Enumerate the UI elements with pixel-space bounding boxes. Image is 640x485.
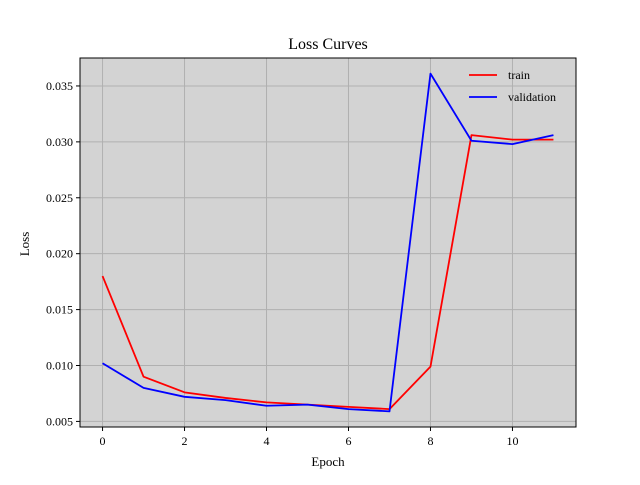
y-tick-label: 0.005 [46, 414, 73, 428]
series-line-train [101, 134, 554, 411]
x-tick-label: 8 [427, 434, 433, 448]
grid [80, 58, 576, 427]
plot-area [80, 58, 576, 427]
series-lines [101, 72, 554, 413]
x-tick-label: 10 [506, 434, 518, 448]
x-tick-label: 6 [345, 434, 351, 448]
y-tick-label: 0.010 [46, 359, 73, 373]
y-axis-label: Loss [17, 232, 32, 257]
y-tick-label: 0.030 [46, 135, 73, 149]
y-tick-label: 0.020 [46, 247, 73, 261]
x-axis-label: Epoch [311, 454, 345, 469]
legend: train validation [469, 68, 556, 104]
chart-title: Loss Curves [288, 36, 368, 53]
x-tick-label: 4 [264, 434, 270, 448]
x-tick-label: 0 [100, 434, 106, 448]
y-tick-label: 0.015 [46, 303, 73, 317]
axis-ticks: 0 2 4 6 8 10 0.005 0.010 0.015 0.020 0.025 0.030 0.0… [46, 79, 518, 448]
y-tick-label: 0.025 [46, 191, 73, 205]
legend-label-validation: validation [508, 90, 556, 104]
legend-label-train: train [508, 68, 530, 82]
plot-frame [79, 57, 577, 428]
x-tick-label: 2 [182, 434, 188, 448]
series-line-validation [102, 72, 554, 413]
y-tick-label: 0.035 [46, 79, 73, 93]
